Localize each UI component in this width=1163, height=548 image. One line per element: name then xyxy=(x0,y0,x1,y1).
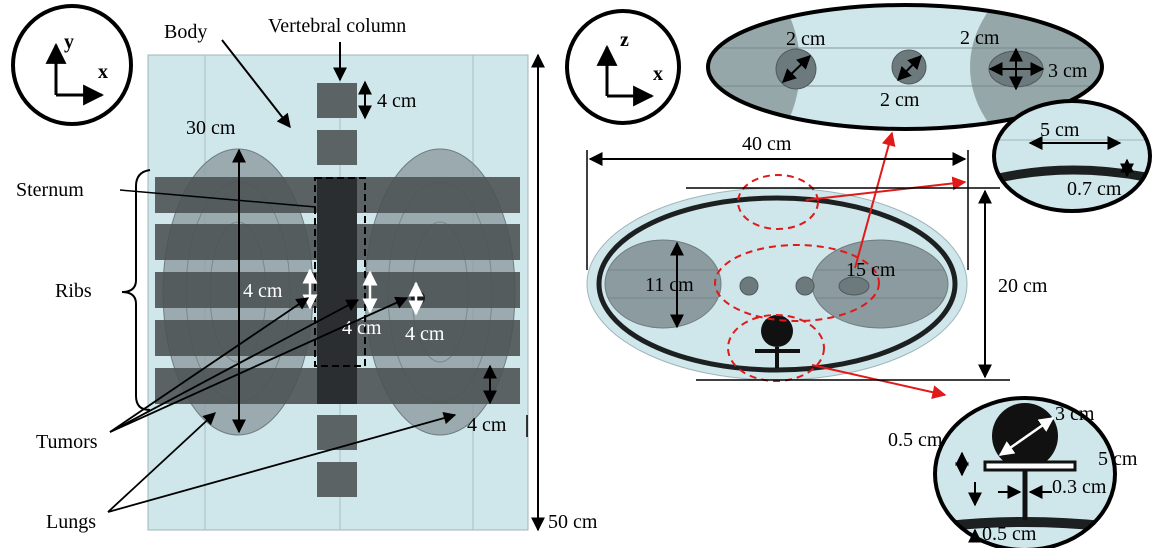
tumor-a-label: 4 cm xyxy=(243,280,283,302)
inset-tumor-d3: 2 cm xyxy=(960,27,1000,49)
axis-z-label: z xyxy=(620,29,629,51)
body-length-label: 50 cm xyxy=(548,511,598,533)
lung-length-label: 30 cm xyxy=(186,117,236,139)
ribs-brace xyxy=(121,169,151,411)
rib-ring xyxy=(596,195,958,373)
tumor-axial-3 xyxy=(838,276,870,296)
vertebra-height-label: 4 cm xyxy=(377,90,417,112)
tumors-label: Tumors xyxy=(36,431,98,453)
body-label: Body xyxy=(164,21,207,43)
body-depth-label: 20 cm xyxy=(998,275,1048,297)
highlight-spine xyxy=(727,314,825,382)
inset-spine-a: 0.5 cm xyxy=(888,429,943,451)
inset-spine-vertebra: 3 cm xyxy=(1055,403,1095,425)
inset-spine-b: 5 cm xyxy=(1098,448,1138,470)
tumor-c-label: 4 cm xyxy=(405,323,445,345)
inset-skin-width: 5 cm xyxy=(1040,119,1080,141)
vertebra-axial xyxy=(761,315,793,347)
tumor-axial-1 xyxy=(739,276,759,296)
highlight-skin xyxy=(737,174,819,230)
inset-skin: 5 cm 0.7 cm xyxy=(992,99,1152,213)
axis-y-label: y xyxy=(64,31,74,53)
tumor-marker xyxy=(411,291,425,305)
axial-view: z x 40 cm xyxy=(565,9,1048,400)
lung-right-axial xyxy=(811,239,949,329)
body-width-label: 40 cm xyxy=(742,133,792,155)
ribs-label: Ribs xyxy=(55,280,92,302)
lung-width-label: 15 cm xyxy=(846,259,896,281)
rib-height-label: 4 cm xyxy=(467,414,507,436)
tumor-axial-2 xyxy=(795,276,815,296)
inset-tumor-d4: 3 cm xyxy=(1048,60,1088,82)
coronal-view: y x xyxy=(11,4,598,533)
lungs-label: Lungs xyxy=(46,511,96,533)
inset-spine-d: 0.5 cm xyxy=(982,523,1037,545)
inset-tumor-d2: 2 cm xyxy=(880,89,920,111)
axis-indicator-xz: z x xyxy=(565,9,681,125)
axis-x-label: x xyxy=(98,61,108,83)
inset-skin-thickness: 0.7 cm xyxy=(1067,178,1122,200)
lung-depth-label: 11 cm xyxy=(645,274,694,296)
vertebral-column xyxy=(317,83,357,497)
axis-x2-label: x xyxy=(653,63,663,85)
axis-indicator-xy: y x xyxy=(11,4,133,126)
vertebral-column-label: Vertebral column xyxy=(268,15,406,37)
highlight-tumors xyxy=(714,244,880,322)
inset-spine-c: 0.3 cm xyxy=(1052,476,1107,498)
inset-spine: 3 cm 0.5 cm 5 cm 0.3 cm 0.5 cm xyxy=(888,396,1138,548)
tumor-b-label: 4 cm xyxy=(342,317,382,339)
inset-tumor-d1: 2 cm xyxy=(786,28,826,50)
lung-left-axial xyxy=(604,239,722,329)
sternum-label: Sternum xyxy=(16,179,84,201)
